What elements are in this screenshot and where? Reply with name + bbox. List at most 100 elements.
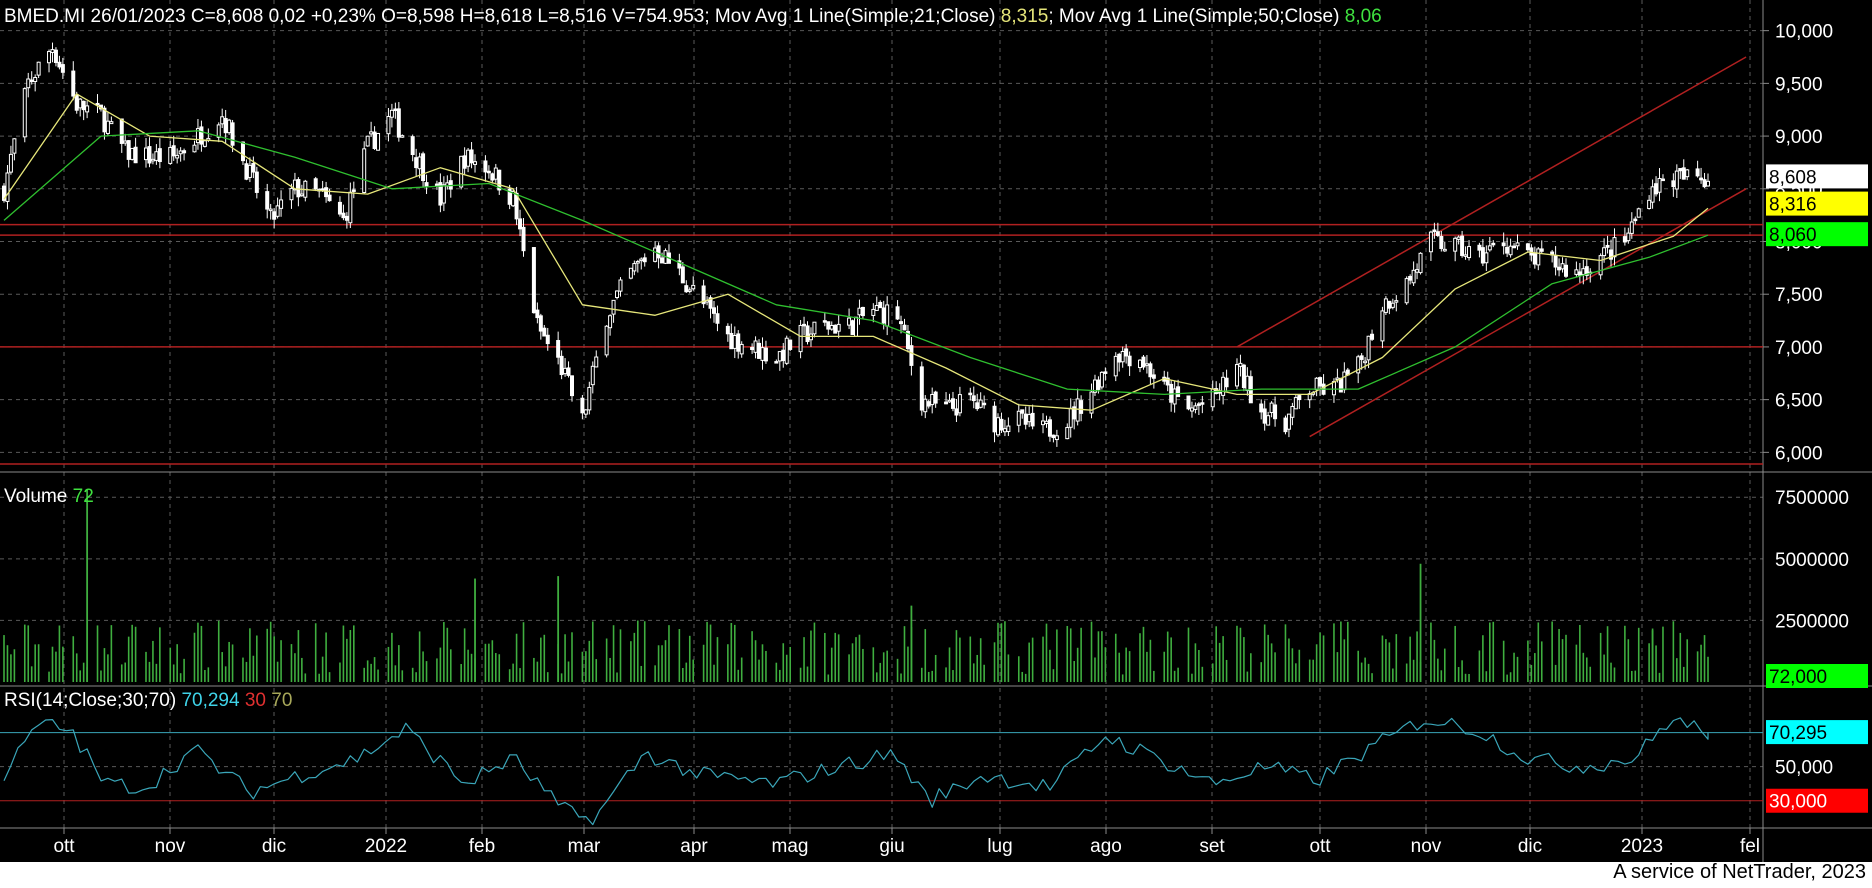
candle-body xyxy=(1491,242,1496,246)
candle-body xyxy=(1224,377,1229,388)
x-tick-label-5: mar xyxy=(568,836,601,857)
candle-body xyxy=(199,126,204,145)
candle-body xyxy=(1678,168,1683,172)
candle-body xyxy=(763,347,768,362)
candle-body xyxy=(653,247,658,262)
candle-body xyxy=(1342,371,1347,391)
candle-body xyxy=(950,398,955,409)
candle-body xyxy=(171,145,176,157)
candle-body xyxy=(954,408,959,416)
candle-body xyxy=(119,118,124,144)
candle-body xyxy=(60,64,65,73)
candle-body xyxy=(1221,376,1226,396)
candle-body xyxy=(1605,244,1610,248)
candle-body xyxy=(518,218,523,230)
candle-body xyxy=(389,109,394,118)
candle-body xyxy=(154,151,159,161)
candle-body xyxy=(1186,395,1191,410)
candle-body xyxy=(1650,186,1655,203)
candle-body xyxy=(1023,413,1028,425)
candle-body xyxy=(26,78,31,89)
candle-body xyxy=(923,398,928,413)
candle-body xyxy=(448,180,453,190)
candle-body xyxy=(1633,218,1638,222)
candle-body xyxy=(296,179,301,198)
rsi-high-level: 70 xyxy=(271,690,293,711)
price-last-label-1-bg xyxy=(1766,191,1868,216)
candle-body xyxy=(608,315,613,329)
candle-body xyxy=(1456,236,1461,240)
candle-body xyxy=(1681,167,1686,180)
candle-body xyxy=(1041,420,1046,426)
candle-body xyxy=(490,173,495,181)
candle-body xyxy=(1200,402,1205,405)
candle-body xyxy=(1602,247,1607,257)
price-header: BMED.MI 26/01/2023 C=8,608 0,02 +0,23% O… xyxy=(4,6,1382,28)
candle-body xyxy=(871,308,876,316)
candle-body xyxy=(968,392,973,396)
candle-body xyxy=(424,182,429,187)
volume-tick-label-2: 2500000 xyxy=(1775,611,1849,632)
candle-body xyxy=(1505,247,1510,254)
candle-body xyxy=(275,205,280,217)
candle-body xyxy=(1096,379,1101,390)
x-tick-label-2: dic xyxy=(262,836,286,857)
candle-body xyxy=(587,386,592,411)
candle-body xyxy=(542,327,547,337)
candle-body xyxy=(1428,231,1433,253)
candle-body xyxy=(860,306,865,317)
candle-body xyxy=(850,320,855,335)
candle-body xyxy=(376,133,381,151)
candle-body xyxy=(1141,356,1146,368)
candle-body xyxy=(1612,237,1617,258)
volume-tick-label-0: 7500000 xyxy=(1775,488,1849,509)
ma50-value: 8,06 xyxy=(1344,6,1382,27)
candle-body xyxy=(750,347,755,350)
candle-body xyxy=(85,105,90,113)
candle-body xyxy=(757,342,762,359)
candle-body xyxy=(396,108,401,138)
candle-body xyxy=(344,215,349,221)
candle-body xyxy=(182,150,187,154)
candle-body xyxy=(566,367,571,376)
price-tick-label-7: 6,500 xyxy=(1775,391,1823,412)
candle-body xyxy=(466,149,471,167)
candle-body xyxy=(247,164,252,178)
candle-body xyxy=(1435,231,1440,236)
candle-body xyxy=(1030,412,1035,427)
rsi-low-level: 30 xyxy=(244,690,266,711)
candle-body xyxy=(1176,386,1181,398)
footer-band xyxy=(0,862,1872,888)
candle-body xyxy=(1193,405,1198,410)
candle-body xyxy=(1331,381,1336,396)
candle-body xyxy=(351,189,356,192)
header-sep-2: ; xyxy=(1048,6,1054,27)
candle-body xyxy=(781,349,786,362)
candle-body xyxy=(590,365,595,386)
ma21-label: Mov Avg 1 Line(Simple;21;Close) xyxy=(709,6,996,27)
candle-body xyxy=(978,399,983,408)
candle-body xyxy=(556,340,561,358)
volume-last-label: 72,000 xyxy=(1769,667,1827,688)
price-last-label-1: 8,316 xyxy=(1769,195,1817,216)
candle-body xyxy=(1124,348,1129,357)
rsi-last-label-1: 30,000 xyxy=(1769,792,1827,813)
ma50-line xyxy=(3,130,1709,396)
candle-body xyxy=(497,169,502,191)
candle-body xyxy=(926,401,931,407)
candle-body xyxy=(230,122,235,146)
x-tick-label-3: 2022 xyxy=(365,836,407,857)
candle-body xyxy=(628,267,633,279)
candle-body xyxy=(701,285,706,305)
candle-body xyxy=(12,138,17,154)
candle-body xyxy=(680,266,685,284)
candle-body xyxy=(857,307,862,316)
candle-body xyxy=(493,167,498,180)
candle-body xyxy=(805,325,810,343)
x-tick-label-13: nov xyxy=(1411,836,1442,857)
candle-body xyxy=(1051,434,1056,439)
candle-body xyxy=(216,124,221,138)
candle-body xyxy=(1553,255,1558,268)
candle-body xyxy=(1574,269,1579,275)
